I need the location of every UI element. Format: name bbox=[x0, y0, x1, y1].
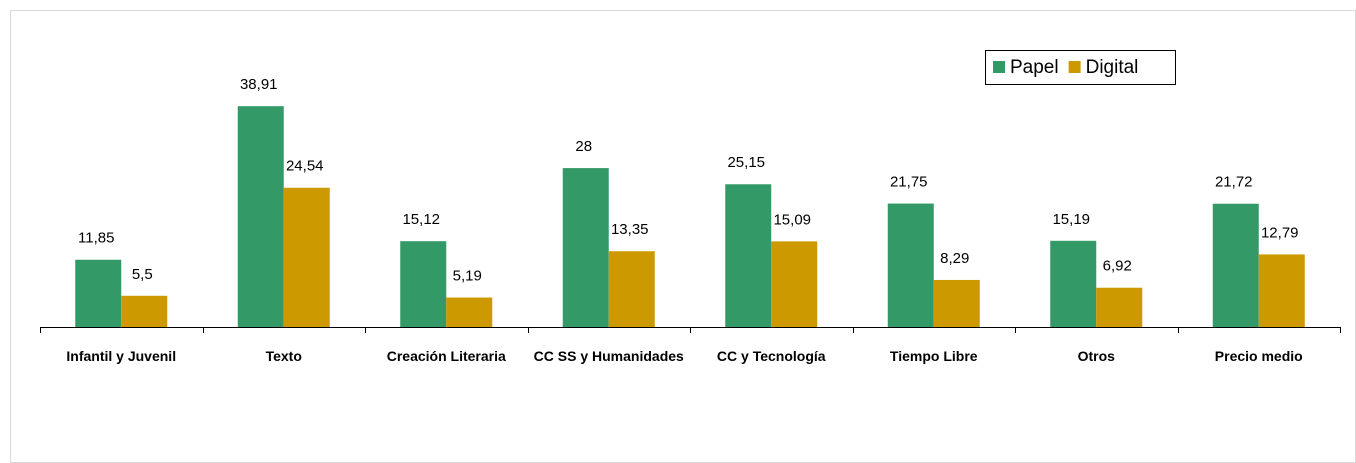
x-tick-label: Texto bbox=[265, 348, 302, 364]
bar bbox=[608, 251, 655, 327]
x-tick-label: Otros bbox=[1077, 348, 1115, 364]
x-tick-label: CC y Tecnología bbox=[716, 348, 826, 364]
bar bbox=[237, 106, 284, 327]
bar bbox=[121, 295, 168, 327]
data-label: 21,72 bbox=[1215, 174, 1253, 191]
data-label: 15,19 bbox=[1052, 211, 1090, 228]
legend-label: Papel bbox=[1010, 57, 1059, 78]
bar bbox=[933, 279, 980, 327]
bar bbox=[1212, 203, 1259, 327]
data-label: 12,79 bbox=[1261, 224, 1299, 241]
data-label: 21,75 bbox=[890, 174, 928, 191]
data-label: 11,85 bbox=[78, 230, 114, 247]
bar bbox=[562, 168, 609, 327]
x-tick-label: Precio medio bbox=[1214, 348, 1303, 364]
legend-swatch bbox=[993, 61, 1005, 73]
data-label: 8,29 bbox=[940, 250, 969, 267]
data-label: 15,12 bbox=[402, 211, 440, 228]
bar bbox=[1050, 240, 1097, 327]
bar bbox=[1258, 254, 1305, 327]
data-label: 28 bbox=[575, 138, 592, 155]
bar bbox=[446, 297, 493, 327]
x-tick-label: Infantil y Juvenil bbox=[66, 348, 177, 364]
legend-label: Digital bbox=[1086, 57, 1139, 78]
x-tick-label: CC SS y Humanidades bbox=[533, 348, 684, 364]
data-label: 6,92 bbox=[1103, 258, 1132, 275]
data-label: 24,54 bbox=[286, 158, 324, 175]
data-label: 15,09 bbox=[773, 211, 811, 228]
bar bbox=[771, 241, 818, 327]
data-label: 25,15 bbox=[727, 154, 765, 171]
data-label: 13,35 bbox=[611, 221, 649, 238]
x-tick-label: Creación Literaria bbox=[386, 348, 506, 364]
data-label: 5,5 bbox=[132, 266, 153, 283]
bar bbox=[725, 184, 772, 327]
bar bbox=[400, 241, 447, 327]
legend-swatch bbox=[1068, 61, 1081, 73]
bar bbox=[887, 203, 934, 327]
data-label: 38,91 bbox=[240, 76, 278, 93]
bar bbox=[1096, 287, 1143, 327]
bar bbox=[283, 187, 330, 327]
data-label: 5,19 bbox=[453, 268, 482, 285]
bar bbox=[75, 259, 122, 327]
x-tick-label: Tiempo Libre bbox=[889, 348, 978, 364]
